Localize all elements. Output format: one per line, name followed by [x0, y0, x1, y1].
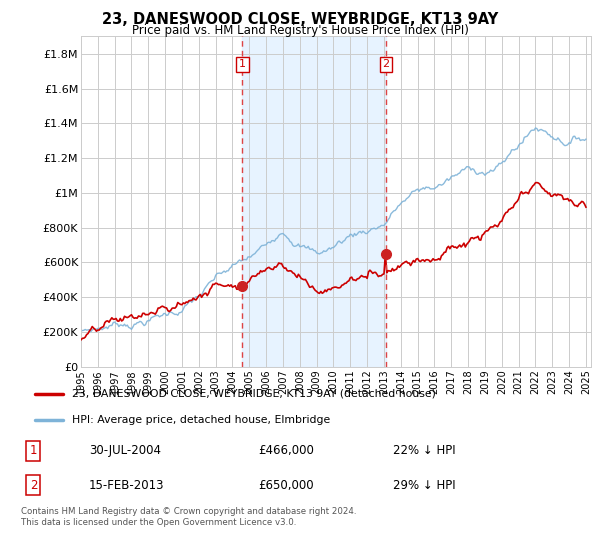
- Text: 29% ↓ HPI: 29% ↓ HPI: [393, 479, 456, 492]
- Text: Contains HM Land Registry data © Crown copyright and database right 2024.: Contains HM Land Registry data © Crown c…: [21, 507, 356, 516]
- Text: This data is licensed under the Open Government Licence v3.0.: This data is licensed under the Open Gov…: [21, 518, 296, 527]
- Text: HPI: Average price, detached house, Elmbridge: HPI: Average price, detached house, Elmb…: [72, 415, 330, 425]
- Text: 23, DANESWOOD CLOSE, WEYBRIDGE, KT13 9AY (detached house): 23, DANESWOOD CLOSE, WEYBRIDGE, KT13 9AY…: [72, 389, 436, 399]
- Text: 2: 2: [29, 479, 37, 492]
- Text: 23, DANESWOOD CLOSE, WEYBRIDGE, KT13 9AY: 23, DANESWOOD CLOSE, WEYBRIDGE, KT13 9AY: [102, 12, 498, 27]
- Text: 22% ↓ HPI: 22% ↓ HPI: [393, 445, 456, 458]
- Bar: [242, 36, 386, 367]
- Text: 1: 1: [29, 445, 37, 458]
- Text: Price paid vs. HM Land Registry's House Price Index (HPI): Price paid vs. HM Land Registry's House …: [131, 24, 469, 37]
- Text: 30-JUL-2004: 30-JUL-2004: [89, 445, 161, 458]
- Text: £466,000: £466,000: [258, 445, 314, 458]
- Text: 15-FEB-2013: 15-FEB-2013: [89, 479, 164, 492]
- Text: £650,000: £650,000: [258, 479, 314, 492]
- Text: 1: 1: [239, 59, 246, 69]
- Text: 2: 2: [382, 59, 389, 69]
